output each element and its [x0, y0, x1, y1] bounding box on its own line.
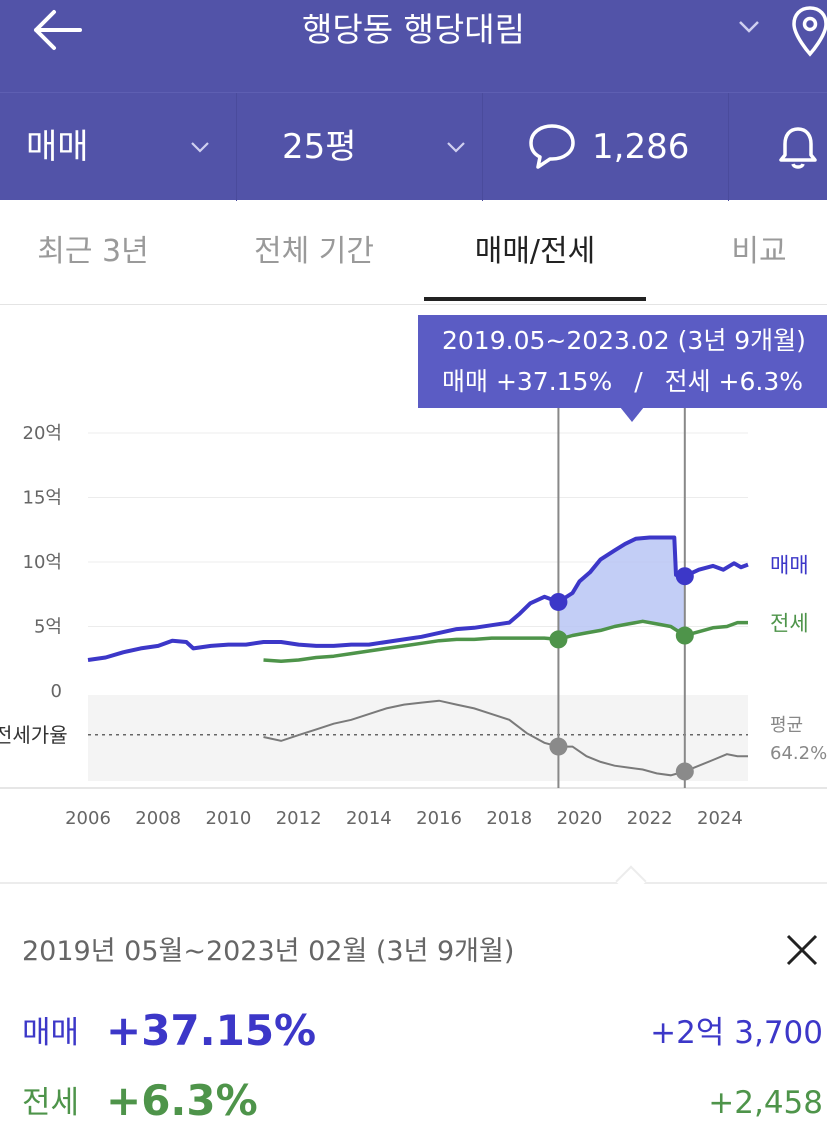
price-chart[interactable]: 20억 15억 10억 5억 0 2006 2008 2010 2012 2014 2016 2018…: [0, 305, 827, 865]
jeonse-amount: +2,458: [708, 1085, 823, 1121]
comment-count: 1,286: [592, 127, 690, 167]
y-tick-label: 5억: [34, 617, 62, 638]
chevron-down-icon: [447, 142, 465, 153]
chevron-down-icon[interactable]: [734, 12, 764, 42]
jeonse-series-label: 전세: [770, 612, 809, 636]
x-tick-label: 2006: [65, 808, 111, 829]
ratio-average-value: 64.2%: [770, 743, 827, 764]
sale-selection-dot: [675, 567, 694, 586]
tooltip-divider: /: [634, 367, 643, 396]
range-tooltip: 2019.05~2023.02 (3년 9개월) 매매 +37.15% / 전세…: [418, 315, 827, 408]
ratio-selection-dot: [675, 762, 694, 781]
tab-recent-3y[interactable]: 최근 3년: [37, 234, 149, 269]
app-header: 행당동 행당대림 매매 25평 1,286: [0, 0, 827, 201]
tab-all-period[interactable]: 전체 기간: [254, 234, 374, 269]
jeonse-label: 전세: [22, 1085, 80, 1121]
tab-sale-jeonse[interactable]: 매매/전세: [474, 234, 596, 269]
tooltip-sale-change: 매매 +37.15%: [442, 367, 613, 396]
sale-selection-dot: [549, 592, 568, 611]
sale-label: 매매: [22, 1015, 80, 1051]
sale-line: [87, 535, 749, 662]
tooltip-changes: 매매 +37.15% / 전세 +6.3%: [442, 365, 803, 399]
jeonse-pct: +6.3%: [106, 1076, 258, 1125]
bell-icon: [779, 127, 817, 169]
ratio-band: [88, 695, 748, 781]
alert-button[interactable]: [728, 93, 827, 201]
divider: [0, 882, 827, 884]
trade-type-label: 매매: [26, 127, 89, 167]
trade-type-select[interactable]: 매매: [0, 93, 237, 201]
speech-bubble-icon: [529, 124, 575, 169]
tooltip-pointer: [620, 407, 644, 422]
y-tick-label: 15억: [23, 488, 62, 509]
x-tick-label: 2010: [206, 808, 252, 829]
x-tick-label: 2012: [276, 808, 322, 829]
active-tab-indicator: [424, 297, 646, 301]
back-arrow-icon[interactable]: [30, 8, 86, 52]
sale-pct: +37.15%: [106, 1006, 317, 1055]
ratio-series-label: 전세가율: [0, 723, 68, 747]
sale-series-label: 매매: [770, 554, 809, 578]
filter-bar: 매매 25평 1,286: [0, 92, 827, 201]
chevron-down-icon: [191, 142, 209, 153]
complex-title[interactable]: 행당동 행당대림: [301, 10, 525, 49]
jeonse-selection-dot: [675, 626, 694, 645]
y-tick-label: 0: [51, 681, 62, 702]
x-tick-label: 2018: [486, 808, 532, 829]
tooltip-range: 2019.05~2023.02 (3년 9개월): [442, 326, 806, 355]
jeonse-selection-dot: [549, 630, 568, 649]
comments-button[interactable]: 1,286: [482, 93, 729, 201]
x-tick-label: 2020: [557, 808, 603, 829]
size-label: 25평: [282, 127, 357, 167]
divider-notch: [615, 865, 647, 897]
ratio-selection-dot: [549, 737, 568, 756]
detail-range: 2019년 05월~2023년 02월 (3년 9개월): [22, 936, 515, 967]
period-tabs: 최근 3년 전체 기간 매매/전세 비교: [0, 200, 827, 305]
selection-area: [558, 537, 685, 640]
location-pin-icon[interactable]: [790, 4, 827, 58]
tab-compare[interactable]: 비교: [731, 234, 787, 269]
y-tick-label: 20억: [23, 423, 62, 444]
tooltip-jeonse-change: 전세 +6.3%: [664, 367, 803, 396]
title-bar: 행당동 행당대림: [0, 0, 827, 92]
close-icon[interactable]: [784, 932, 820, 968]
x-tick-label: 2014: [346, 808, 392, 829]
y-tick-label: 10억: [23, 552, 62, 573]
ratio-average-label: 평균: [770, 715, 803, 736]
sale-amount: +2억 3,700: [650, 1015, 823, 1051]
x-tick-label: 2016: [416, 808, 462, 829]
x-tick-label: 2022: [627, 808, 673, 829]
size-select[interactable]: 25평: [236, 93, 483, 201]
x-tick-label: 2024: [697, 808, 743, 829]
x-tick-label: 2008: [135, 808, 181, 829]
